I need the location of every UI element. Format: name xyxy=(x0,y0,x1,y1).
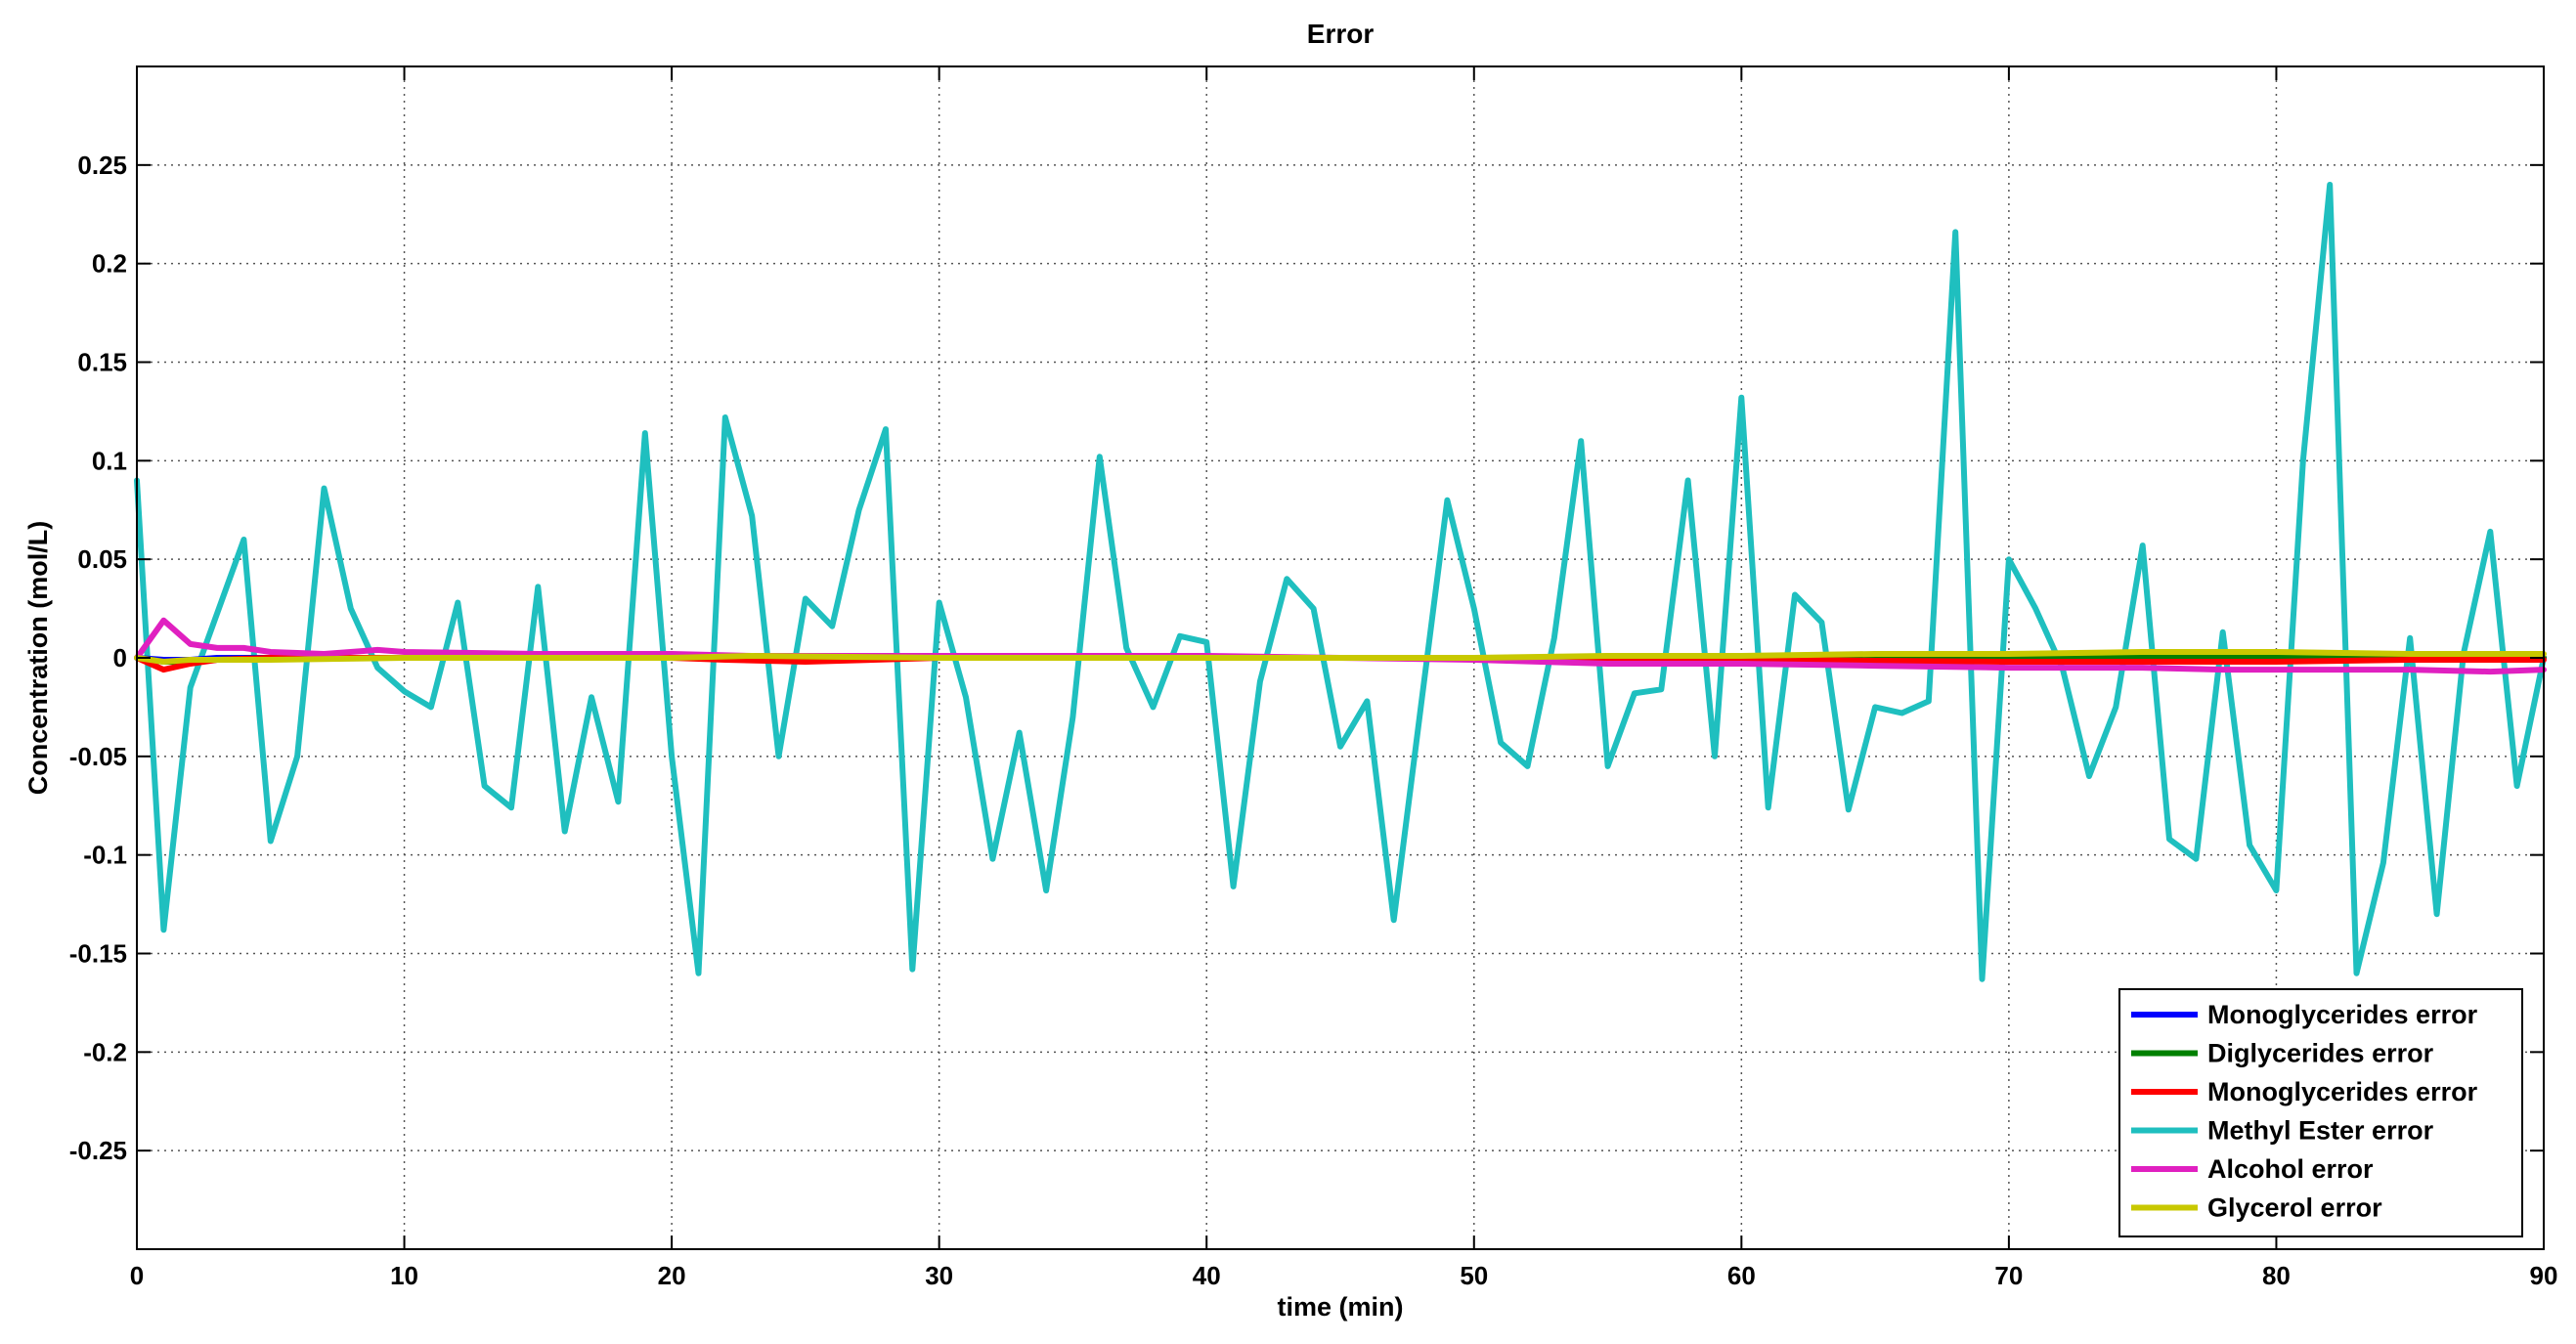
x-tick-label: 40 xyxy=(1193,1261,1221,1290)
legend-box xyxy=(2118,988,2523,1237)
x-tick-label: 20 xyxy=(658,1261,686,1290)
series-line-5 xyxy=(134,649,2547,665)
x-tick-label: 50 xyxy=(1460,1261,1488,1290)
legend-label: Methyl Ester error xyxy=(2207,1116,2434,1146)
y-tick-label: 0 xyxy=(113,643,127,672)
legend-label: Glycerol error xyxy=(2207,1193,2382,1223)
x-tick-label: 30 xyxy=(925,1261,953,1290)
y-tick-label: 0.05 xyxy=(77,544,127,574)
y-tick-label: -0.2 xyxy=(83,1037,127,1066)
y-tick-label: 0.1 xyxy=(92,446,127,475)
y-tick-label: 0.2 xyxy=(92,249,127,279)
y-tick-label: -0.05 xyxy=(69,742,127,771)
legend: Monoglycerides error Diglycerides error Mo… xyxy=(2118,988,2523,1237)
y-axis-title: Concentration (mol/L) xyxy=(23,521,53,795)
chart-title: Error xyxy=(1307,19,1375,49)
x-tick-label: 90 xyxy=(2530,1261,2558,1290)
x-tick-label: 80 xyxy=(2262,1261,2291,1290)
y-tick-label: -0.15 xyxy=(69,939,127,969)
legend-label: Monoglycerides error xyxy=(2207,1000,2478,1029)
axes xyxy=(136,65,2545,1250)
legend-label: Alcohol error xyxy=(2207,1154,2374,1184)
y-tick-label: 0.25 xyxy=(77,151,127,180)
x-tick-label: 0 xyxy=(130,1261,144,1290)
x-tick-label: 70 xyxy=(1994,1261,2023,1290)
series-line-3 xyxy=(134,182,2547,982)
y-tick-label: -0.1 xyxy=(83,841,127,870)
x-tick-label: 10 xyxy=(390,1261,418,1290)
x-tick-label: 60 xyxy=(1727,1261,1756,1290)
legend-label: Monoglycerides error xyxy=(2207,1077,2478,1106)
series-lines xyxy=(134,182,2547,982)
y-tick-label: 0.15 xyxy=(77,348,127,377)
x-axis-title: time (min) xyxy=(1277,1292,1403,1322)
y-tick-label: -0.25 xyxy=(69,1136,127,1165)
tick-labels: 0 10 20 30 40 50 60 70 80 90 0.25 0.2 0.15 0.1 0.05 0 -0… xyxy=(69,151,2558,1290)
legend-label: Diglycerides error xyxy=(2207,1039,2434,1068)
